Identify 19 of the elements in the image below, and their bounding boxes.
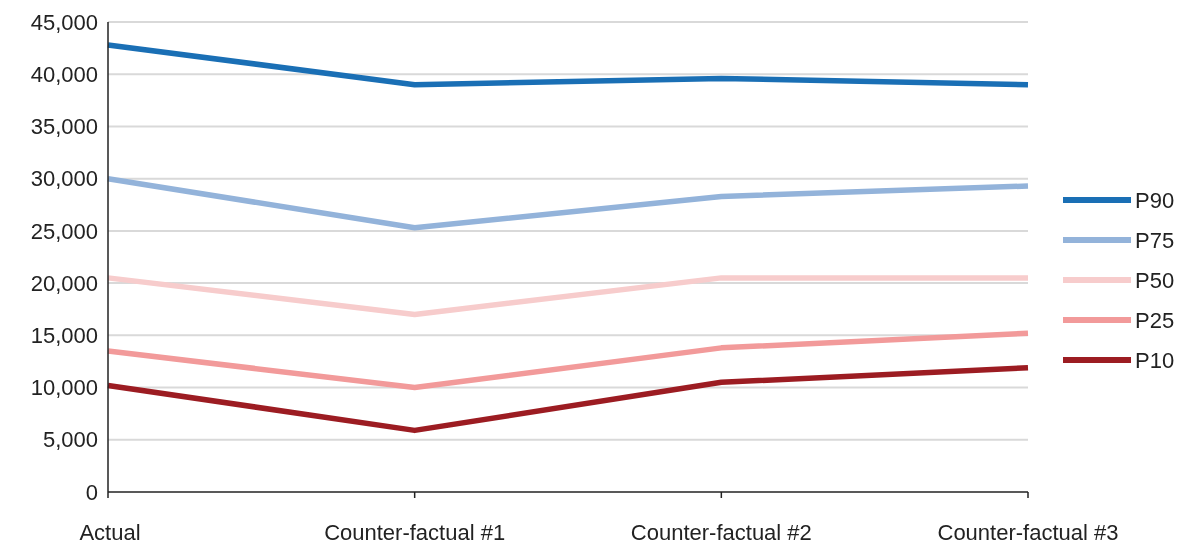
y-tick-label: 30,000 — [30, 166, 98, 192]
y-tick-label: 40,000 — [30, 61, 98, 87]
legend-label: P10 — [1135, 347, 1175, 373]
y-tick-label: 45,000 — [30, 9, 98, 35]
y-tick-label: 0 — [85, 479, 98, 505]
legend-label: P50 — [1135, 267, 1175, 293]
x-tick-label: Counter-factual #1 — [324, 520, 506, 545]
y-tick-label: 25,000 — [30, 218, 98, 244]
x-tick-label: Actual — [79, 520, 141, 545]
legend-label: P75 — [1135, 227, 1175, 253]
y-tick-label: 20,000 — [30, 270, 98, 296]
legend-label: P90 — [1135, 187, 1175, 213]
y-tick-label: 35,000 — [30, 114, 98, 140]
legend-label: P25 — [1135, 307, 1175, 333]
y-tick-label: 5,000 — [42, 427, 98, 453]
y-tick-label: 10,000 — [30, 375, 98, 401]
x-tick-label: Counter-factual #3 — [937, 520, 1119, 545]
y-tick-label: 15,000 — [30, 323, 98, 349]
x-tick-label: Counter-factual #2 — [630, 520, 812, 545]
